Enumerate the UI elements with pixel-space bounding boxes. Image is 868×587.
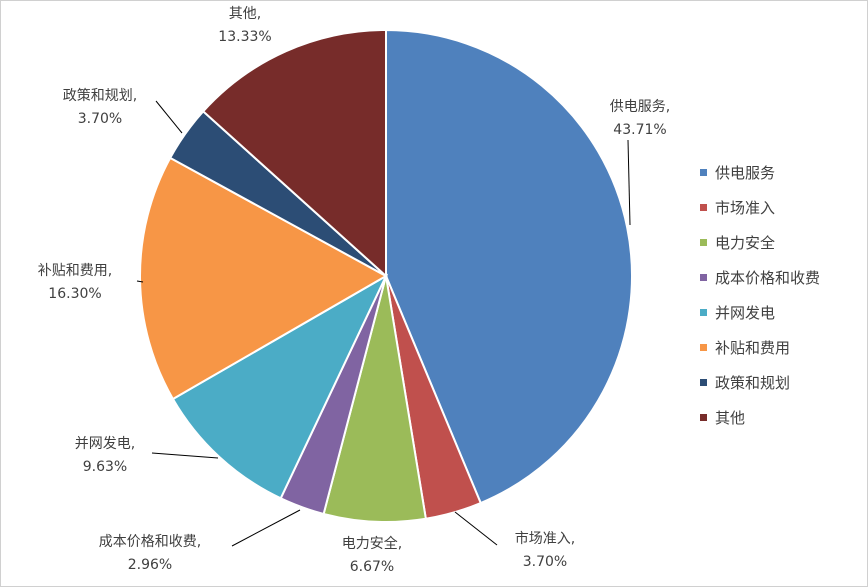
data-label-value: 43.71% [613,122,667,138]
legend-swatch [700,309,707,316]
data-label-value: 16.30% [48,286,102,302]
legend-item: 补贴和费用 [700,330,820,365]
legend-label: 市场准入 [715,199,776,217]
leader-line-4 [151,452,219,459]
data-label-value: 9.63% [82,459,128,475]
legend-item: 电力安全 [700,225,820,260]
data-label-value: 2.96% [127,557,173,573]
legend-swatch [700,274,707,281]
leader-line-1 [454,511,498,546]
legend-label: 并网发电 [715,304,776,322]
legend-swatch [700,379,707,386]
legend-label: 供电服务 [715,164,776,182]
legend-item: 市场准入 [700,190,820,225]
legend-label: 政策和规划 [715,374,791,392]
data-label-value: 3.70% [77,111,123,127]
legend-item: 并网发电 [700,295,820,330]
legend-label: 补贴和费用 [715,339,791,357]
data-label-name: 并网发电, [74,436,136,452]
legend-label: 成本价格和收费 [715,269,821,287]
data-label-1: 市场准入, 3.70% [515,528,575,574]
legend-swatch [700,239,707,246]
legend-label: 其他 [715,409,746,427]
legend: 供电服务市场准入电力安全成本价格和收费 并网发电补贴和费用政策和规划其他 [700,155,820,435]
pie-slice-7 [201,28,387,279]
pie-slice-5 [139,156,389,401]
legend-swatch [700,169,707,176]
leader-line-0 [627,139,631,226]
legend-swatch [700,204,707,211]
legend-label: 电力安全 [715,234,776,252]
data-label-3: 成本价格和收费, 2.96% [99,531,201,577]
data-label-name: 电力安全, [341,536,403,552]
data-label-4: 并网发电, 9.63% [75,433,135,479]
data-label-0: 供电服务, 43.71% [610,96,670,142]
pie-slice-0 [385,28,633,505]
legend-item: 供电服务 [700,155,820,190]
data-label-name: 成本价格和收费, [98,534,202,550]
data-label-name: 政策和规划, [62,88,138,104]
data-label-name: 市场准入, [514,531,576,547]
data-label-name: 其他, [228,6,262,22]
data-label-name: 供电服务, [609,99,671,115]
data-label-6: 政策和规划, 3.70% [63,85,137,131]
leader-line-6 [155,100,183,134]
data-label-value: 13.33% [218,29,272,45]
data-label-2: 电力安全, 6.67% [342,533,402,579]
leader-line-3 [231,509,301,547]
data-label-value: 6.67% [349,559,395,575]
legend-swatch [700,414,707,421]
data-label-name: 补贴和费用, [37,263,113,279]
data-label-7: 其他, 13.33% [218,3,271,49]
legend-item: 其他 [700,400,820,435]
legend-swatch [700,344,707,351]
legend-item: 成本价格和收费 [700,260,820,295]
data-label-5: 补贴和费用, 16.30% [38,260,112,306]
data-label-value: 3.70% [522,554,568,570]
legend-item: 政策和规划 [700,365,820,400]
leader-line-5 [136,280,144,283]
pie-slice-4 [171,273,389,500]
